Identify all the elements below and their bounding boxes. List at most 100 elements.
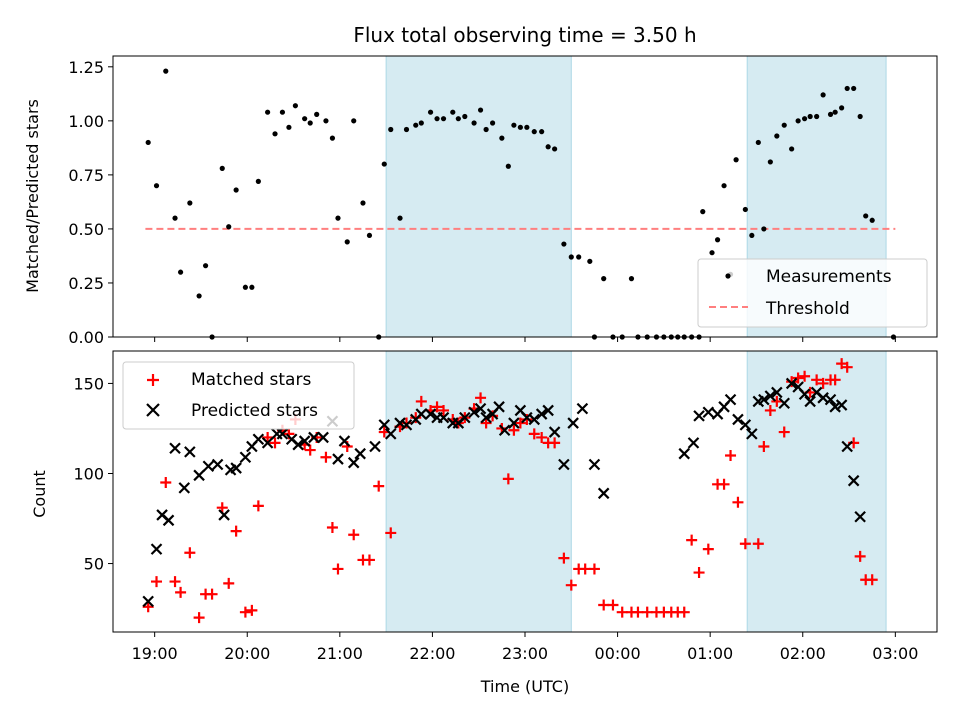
matched-star-point xyxy=(693,567,705,579)
predicted-star-point xyxy=(576,402,589,415)
predicted-star-point xyxy=(468,406,480,419)
matched-star-point xyxy=(348,529,360,541)
shaded-interval xyxy=(386,56,572,337)
predicted-star-point xyxy=(702,406,715,419)
top-legend: Measurements Threshold xyxy=(697,258,928,328)
measurement-point xyxy=(505,163,511,169)
matched-star-point xyxy=(607,599,619,611)
measurement-point xyxy=(869,217,875,223)
measurement-point xyxy=(601,276,607,282)
measurement-point xyxy=(721,183,727,189)
top-y-axis: 0.00 0.25 0.50 0.75 1.00 1.25 xyxy=(68,58,113,347)
predicted-star-point xyxy=(169,442,181,455)
measurement-point xyxy=(366,232,373,239)
measurement-point xyxy=(489,120,496,126)
matched-star-point xyxy=(363,554,375,566)
matched-star-point xyxy=(175,586,187,598)
matched-star-point xyxy=(718,478,730,490)
matched-star-point xyxy=(528,428,540,440)
measurement-point xyxy=(314,111,320,117)
predicted-star-point xyxy=(162,514,175,527)
predicted-star-point xyxy=(785,377,798,390)
predicted-star-point xyxy=(764,390,777,402)
matched-star-point xyxy=(184,547,196,559)
measurement-point xyxy=(477,107,484,113)
predicted-star-point xyxy=(261,437,274,449)
x-tick-label: 20:00 xyxy=(224,644,270,663)
measurement-point xyxy=(455,116,461,122)
shaded-interval xyxy=(386,351,572,632)
matched-star-point xyxy=(320,451,332,463)
matched-star-point xyxy=(262,431,274,443)
measurement-point xyxy=(413,122,419,128)
x-tick-label: 01:00 xyxy=(687,644,733,663)
measurement-point xyxy=(807,113,813,120)
measurement-point xyxy=(279,109,286,115)
predicted-star-point xyxy=(693,410,705,422)
measurement-point xyxy=(145,139,151,146)
matched-star-point xyxy=(702,543,714,555)
matched-star-point xyxy=(438,404,450,416)
measurement-point xyxy=(163,68,169,74)
measurement-point xyxy=(742,206,748,213)
predicted-star-point xyxy=(854,510,866,523)
matched-star-point xyxy=(598,599,610,611)
measurement-point xyxy=(272,131,278,137)
predicted-star-point xyxy=(424,408,437,420)
matched-star-point xyxy=(193,612,205,624)
matched-star-point xyxy=(579,563,591,575)
matched-star-point xyxy=(739,538,751,550)
predicted-star-point xyxy=(230,462,242,474)
top-y-axis-label: Matched/Predicted stars xyxy=(23,99,42,293)
measurement-point xyxy=(839,105,845,111)
predicted-star-point xyxy=(400,419,413,431)
x-axis-label: Time (UTC) xyxy=(480,677,569,696)
predicted-star-point xyxy=(824,393,837,406)
measurement-point xyxy=(440,116,447,122)
y-tick-label: 50 xyxy=(84,555,104,574)
matched-star-point xyxy=(475,392,487,404)
matched-star-point xyxy=(151,576,163,588)
matched-star-point xyxy=(771,395,783,407)
measurement-point xyxy=(471,120,477,126)
y-tick-label: 0.75 xyxy=(68,166,104,185)
predicted-star-point xyxy=(202,460,215,473)
shaded-interval xyxy=(747,351,887,632)
measurement-point xyxy=(233,187,239,193)
matched-star-point xyxy=(160,476,172,488)
measurement-point xyxy=(587,258,593,264)
measurement-point xyxy=(733,157,739,163)
measurement-point xyxy=(767,159,773,165)
predicted-star-point xyxy=(378,419,391,431)
measurement-point xyxy=(857,113,863,120)
predicted-star-point xyxy=(732,413,744,426)
matched-star-point xyxy=(725,449,737,461)
matched-star-point xyxy=(588,563,600,575)
predicted-star-point xyxy=(142,595,154,608)
matched-star-point xyxy=(514,417,526,429)
x-tick-label: 23:00 xyxy=(502,644,548,663)
measurement-point xyxy=(329,135,336,141)
predicted-stars-points xyxy=(142,377,866,608)
measurement-point xyxy=(388,126,394,133)
measurement-point xyxy=(774,133,780,139)
y-tick-label: 1.25 xyxy=(68,58,104,77)
measurement-point xyxy=(335,215,341,221)
matched-star-point xyxy=(678,606,690,618)
matched-star-point xyxy=(817,377,829,389)
matched-star-point xyxy=(415,395,427,407)
measurement-point xyxy=(344,239,350,245)
measurement-point xyxy=(427,109,434,115)
measurement-point xyxy=(863,213,869,219)
measurement-point xyxy=(539,129,545,135)
matched-star-point xyxy=(732,496,744,508)
predicted-star-point xyxy=(298,435,311,447)
measurement-point xyxy=(576,254,582,260)
measurement-point xyxy=(851,85,857,92)
matched-star-point xyxy=(686,534,698,546)
matched-star-point xyxy=(385,527,397,539)
measurement-point xyxy=(844,85,850,92)
measurement-point xyxy=(499,135,505,141)
measurement-point xyxy=(700,209,706,215)
